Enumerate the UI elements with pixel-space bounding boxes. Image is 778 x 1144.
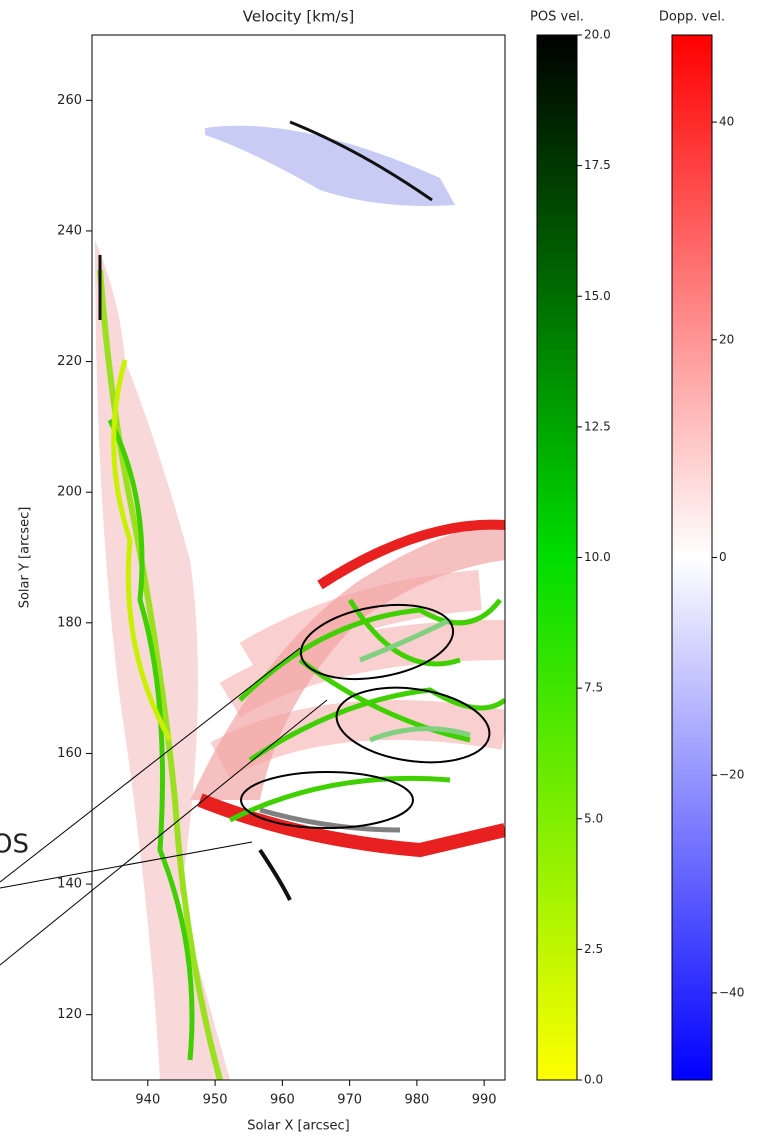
colorbar xyxy=(671,34,713,1081)
annotation-ellipse xyxy=(240,771,414,829)
x-tick-label: 940 xyxy=(135,1093,160,1108)
y-tick-label: 240 xyxy=(57,223,82,238)
annotation-line xyxy=(0,841,253,889)
colorbar-label: Dopp. vel. xyxy=(659,10,725,25)
colorbar-tick-label: −40 xyxy=(719,985,744,999)
annotation-ellipse xyxy=(299,604,455,680)
colorbar-tick-label: −20 xyxy=(719,768,744,782)
annotation-line xyxy=(0,647,301,883)
annotation-line xyxy=(0,699,328,966)
x-axis-label: Solar X [arcsec] xyxy=(247,1119,350,1134)
colorbar-tick-label: 0 xyxy=(719,550,727,564)
x-tick-label: 950 xyxy=(203,1093,228,1108)
y-tick-label: 160 xyxy=(57,746,82,761)
colorbar-tick-label: 7.5 xyxy=(584,681,603,695)
colorbar-tick-label: 10.0 xyxy=(584,550,611,564)
y-tick-label: 180 xyxy=(57,615,82,630)
x-tick-label: 960 xyxy=(270,1093,295,1108)
y-axis-label: Solar Y [arcsec] xyxy=(18,507,33,609)
colorbar-tick-label: 40 xyxy=(719,115,734,129)
colorbar-tick-label: 0.0 xyxy=(584,1073,603,1087)
colorbar-tick-label: 12.5 xyxy=(584,419,611,433)
y-tick-label: 220 xyxy=(57,354,82,369)
annotation-text: OS xyxy=(0,830,29,860)
colorbar-label: POS vel. xyxy=(530,10,584,25)
colorbar-tick-label: 15.0 xyxy=(584,289,611,303)
plot-frame xyxy=(91,34,506,1081)
y-tick-label: 200 xyxy=(57,485,82,500)
colorbar-tick-label: 2.5 xyxy=(584,942,603,956)
y-tick-label: 260 xyxy=(57,93,82,108)
colorbar-tick-label: 17.5 xyxy=(584,158,611,172)
colorbar-tick-label: 5.0 xyxy=(584,811,603,825)
colorbar-tick-label: 20.0 xyxy=(584,28,611,42)
x-tick-label: 970 xyxy=(337,1093,362,1108)
colorbar-tick-label: 20 xyxy=(719,332,734,346)
y-tick-label: 120 xyxy=(57,1007,82,1022)
chart-title: Velocity [km/s] xyxy=(243,8,354,26)
colorbar xyxy=(536,34,578,1081)
annotation-ellipse xyxy=(335,686,491,764)
x-tick-label: 980 xyxy=(404,1093,429,1108)
velocity-map xyxy=(95,120,505,1080)
x-tick-label: 990 xyxy=(472,1093,497,1108)
y-tick-label: 140 xyxy=(57,877,82,892)
